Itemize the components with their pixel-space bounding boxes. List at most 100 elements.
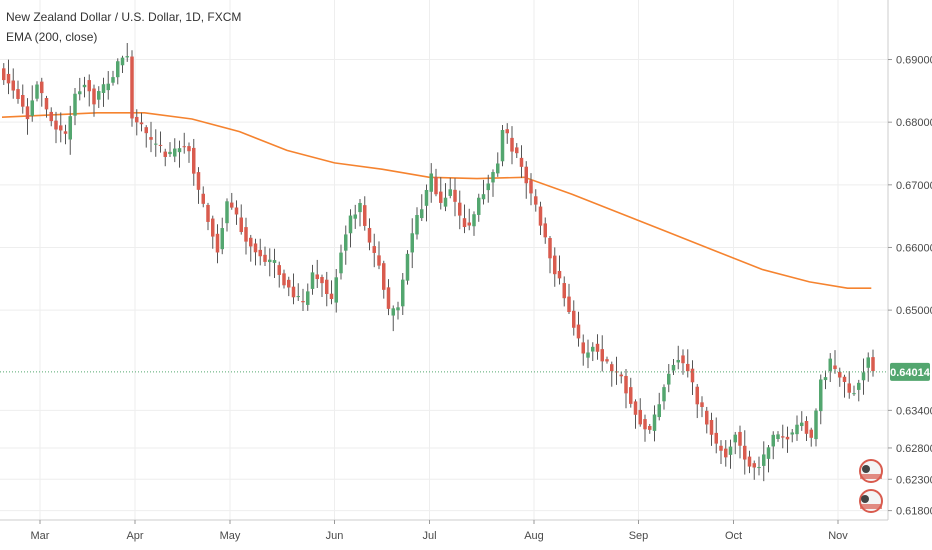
candle [553,247,557,287]
candle-body [344,234,348,251]
candle [168,142,172,158]
candle-body [629,387,633,404]
candle-body [714,432,718,444]
candle-body [396,307,400,311]
candle-body [581,342,585,354]
candle [633,399,638,429]
candle-body [500,130,505,162]
candle [78,77,82,101]
candle-body [420,209,424,219]
candle-body [671,364,676,371]
candle [671,358,676,376]
candle [25,98,30,135]
candle [68,105,72,155]
earnings-event-icon[interactable] [859,489,883,513]
candle-body [819,379,823,412]
indicator-label[interactable]: EMA (200, close) [6,30,97,44]
candle-body [857,382,861,390]
candle [481,179,486,205]
candle-body [743,445,747,460]
candle-body [515,147,519,154]
candle-body [158,144,163,146]
candle-body [2,68,6,81]
candle-body [562,283,566,299]
candle [310,264,315,295]
candle-body [676,359,680,363]
candle-body [648,426,652,430]
candle [434,168,438,197]
candle [139,112,144,132]
candle [657,392,661,421]
candle [443,183,448,212]
candle [82,76,87,98]
y-tick-label: 0.63400 [896,405,932,417]
candle [591,342,595,362]
candle-body [215,233,220,253]
time-axis-background[interactable] [0,520,888,550]
candle-body [282,273,286,286]
candle [377,241,381,270]
price-axis: 0.69000 0.68000 0.67000 0.66000 0.65000 0.634… [888,55,932,518]
candle [800,411,804,431]
candle-body [168,151,172,155]
candle-body [804,420,809,434]
price-axis-background[interactable] [888,0,932,520]
candle-body [144,127,148,134]
candle [486,174,490,203]
candle [415,207,419,240]
candle [467,208,471,231]
candle [21,84,25,114]
candle [785,426,790,453]
candle-body [334,277,338,303]
candle [144,125,148,148]
candle-body [234,207,239,215]
candle [643,414,647,442]
candle [538,201,543,235]
candle-body [135,116,139,123]
candle [6,59,11,95]
candle-body [125,56,129,58]
candle [866,352,870,382]
candle-body [667,373,671,385]
candle [576,311,581,347]
candle [2,63,6,85]
candle [220,217,224,255]
candle [358,199,362,227]
candle [519,145,524,178]
candle-body [738,431,742,446]
candle-body [339,252,343,274]
candle-body [287,279,291,288]
candle-body [633,401,638,415]
candle-body [510,137,514,152]
legend: New Zealand Dollar / U.S. Dollar, 1D, FX… [6,10,241,44]
candle [505,123,509,144]
candle [291,273,296,305]
candle [211,215,215,249]
candle [101,77,106,107]
candle [372,233,376,268]
candle [510,126,514,165]
candle [600,335,604,372]
candle [529,173,533,206]
candle [163,148,167,167]
candle-body [54,120,58,130]
event-markers[interactable] [859,459,883,513]
candle-body [415,215,419,235]
candle-body [401,279,405,307]
candle-body [363,205,367,226]
flag-event-icon[interactable] [859,459,883,483]
candle [648,423,652,434]
candle [325,271,329,307]
candle [586,339,590,369]
candle-body [177,148,182,153]
candle [458,190,462,230]
candle-body [63,131,68,134]
candle-body [491,172,495,183]
candle [781,424,785,449]
candle [743,430,747,475]
candle-body [353,214,357,219]
candle [610,361,614,387]
last-price-box [890,362,930,381]
